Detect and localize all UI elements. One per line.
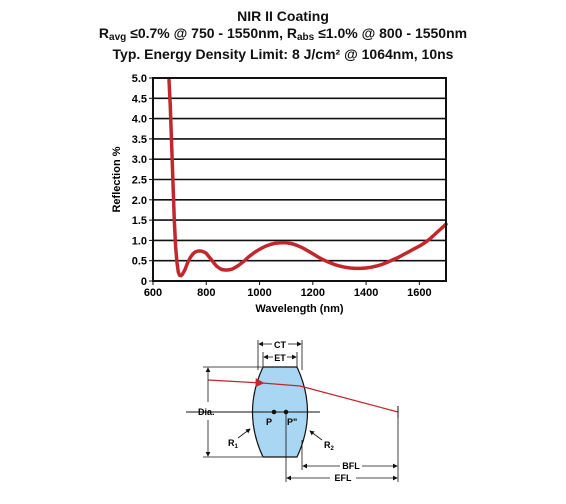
label-et: ET	[274, 353, 286, 363]
spec-middle: ≤0.7% @ 750 - 1550nm, R	[126, 25, 297, 41]
y-tick-label: 2.5	[132, 175, 147, 187]
x-tick-label: 1200	[301, 287, 325, 299]
plot-frame	[152, 77, 447, 282]
y-tick-label: 2.0	[132, 195, 147, 207]
chart-subtitle-spec: Ravg ≤0.7% @ 750 - 1550nm, Rabs ≤1.0% @ …	[0, 25, 566, 46]
y-axis-label: Reflection %	[111, 146, 123, 212]
y-tick-label: 1.5	[132, 215, 147, 227]
reflection-chart: 0 0.5 1.0 1.5 2.0 2.5 3.0 3.5 4.0 4.5 5.0 600 800 10…	[111, 73, 448, 315]
y-axis-ticks: 0 0.5 1.0 1.5 2.0 2.5 3.0 3.5 4.0 4.5 5.0	[132, 73, 153, 288]
label-r1: R1	[228, 438, 239, 450]
x-axis-ticks: 600 800 1000 1200 1400 1600	[144, 281, 432, 299]
x-tick-label: 1600	[407, 287, 431, 299]
label-p-prime: P"	[287, 417, 297, 427]
r1-main: R	[228, 438, 235, 448]
x-tick-label: 600	[144, 287, 162, 299]
label-efl: EFL	[335, 473, 353, 483]
y-tick-label: 0.5	[132, 256, 147, 268]
x-tick-label: 1400	[354, 287, 378, 299]
ravg-sub: avg	[109, 32, 127, 43]
x-axis-label: Wavelength (nm)	[255, 303, 344, 315]
chart-title: NIR II Coating	[237, 8, 329, 24]
incoming-ray	[207, 378, 265, 388]
y-tick-label: 1.0	[132, 235, 147, 247]
y-tick-label: 3.0	[132, 154, 147, 166]
r1-sub: 1	[235, 444, 239, 450]
r2-sub: 2	[331, 446, 335, 452]
y-tick-label: 4.0	[132, 114, 147, 126]
label-p: P	[266, 417, 272, 427]
r2-main: R	[324, 440, 331, 450]
r2-leader	[309, 430, 323, 441]
label-ct: CT	[274, 340, 286, 350]
reflection-curve	[167, 78, 448, 278]
x-tick-label: 1000	[247, 287, 271, 299]
y-tick-label: 5.0	[132, 73, 147, 85]
spec-end: ≤1.0% @ 800 - 1550nm	[314, 25, 468, 41]
rabs-sub: abs	[297, 32, 315, 43]
principal-point-p-prime	[283, 409, 289, 415]
y-tick-label: 0	[141, 276, 147, 288]
y-tick-label: 4.5	[132, 93, 147, 105]
refracted-ray	[299, 385, 399, 413]
principal-point-p	[271, 409, 277, 415]
r1-leader	[237, 428, 251, 439]
label-dia: Dia.	[198, 407, 215, 417]
label-r2: R2	[324, 440, 335, 452]
ravg-r: R	[98, 25, 110, 41]
ray-inside-lens	[261, 382, 301, 387]
y-tick-label: 3.5	[132, 134, 147, 146]
x-tick-label: 800	[197, 287, 215, 299]
chart-title-block: NIR II Coating Ravg ≤0.7% @ 750 - 1550nm…	[0, 8, 566, 63]
label-bfl: BFL	[342, 461, 360, 471]
energy-density-limit: Typ. Energy Density Limit: 8 J/cm² @ 106…	[112, 46, 454, 62]
